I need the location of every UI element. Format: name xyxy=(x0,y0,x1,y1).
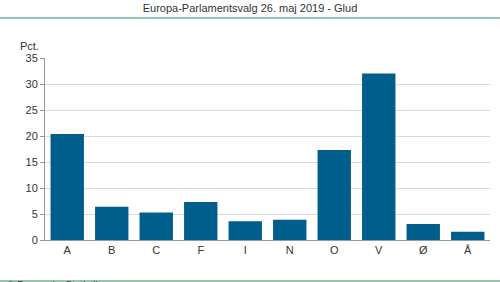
svg-text:35: 35 xyxy=(26,52,38,64)
svg-text:Ø: Ø xyxy=(419,244,428,256)
svg-text:I: I xyxy=(244,244,247,256)
svg-text:A: A xyxy=(64,244,72,256)
svg-text:5: 5 xyxy=(32,208,38,220)
svg-text:© Danmarks Statistik: © Danmarks Statistik xyxy=(7,280,102,282)
svg-text:C: C xyxy=(152,244,160,256)
svg-text:O: O xyxy=(330,244,339,256)
svg-text:15: 15 xyxy=(26,156,38,168)
svg-text:25: 25 xyxy=(26,104,38,116)
svg-text:10: 10 xyxy=(26,182,38,194)
svg-text:Europa-Parlamentsvalg 26. maj: Europa-Parlamentsvalg 26. maj 2019 - Glu… xyxy=(143,2,358,14)
svg-text:V: V xyxy=(375,244,383,256)
svg-text:20: 20 xyxy=(26,130,38,142)
svg-text:B: B xyxy=(108,244,115,256)
svg-text:N: N xyxy=(286,244,294,256)
svg-text:30: 30 xyxy=(26,78,38,90)
svg-text:F: F xyxy=(197,244,204,256)
svg-text:Pct.: Pct. xyxy=(20,40,39,52)
svg-text:Å: Å xyxy=(464,244,472,256)
svg-text:0: 0 xyxy=(32,234,38,246)
